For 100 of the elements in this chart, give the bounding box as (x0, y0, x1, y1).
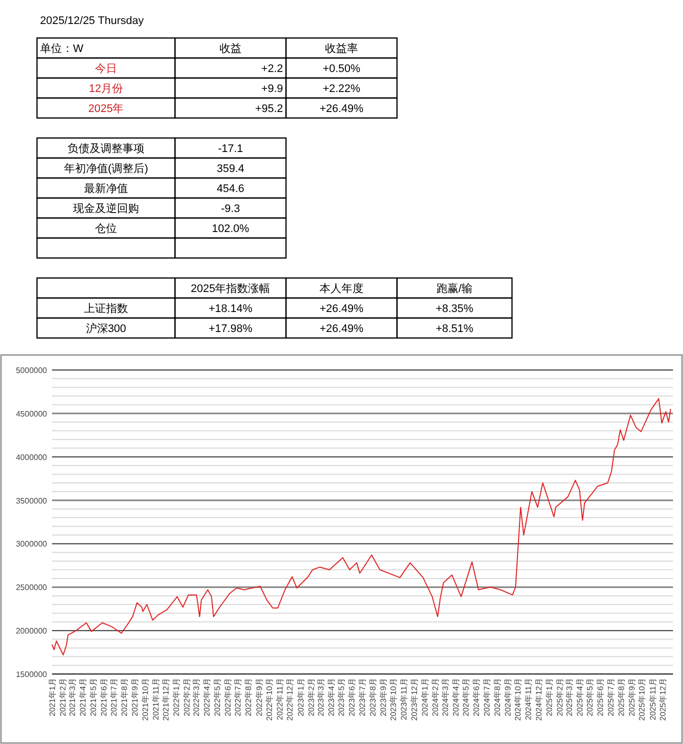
text: 359.4 (216, 163, 244, 175)
x-tick-label: 2021年9月 (130, 678, 140, 716)
x-tick-label: 2021年8月 (120, 678, 130, 716)
x-tick-label: 2025年7月 (606, 678, 616, 716)
x-tick-label: 2024年10月 (514, 678, 523, 721)
x-tick-label: 2021年12月 (162, 678, 171, 721)
text: 最新净值 (84, 182, 128, 195)
text: 跑赢/输 (436, 282, 473, 295)
x-tick-label: 2023年8月 (368, 678, 378, 716)
x-tick-label: 2022年3月 (192, 678, 202, 716)
x-tick-label: 2025年12月 (658, 678, 668, 721)
text: 负债及调整事项 (68, 142, 144, 155)
x-tick-label: 2023年5月 (337, 678, 346, 716)
text: 收益 (220, 43, 242, 55)
text: 年初净值(调整后) (64, 162, 148, 175)
x-tick-label: 2022年2月 (182, 678, 192, 716)
text: +26.49% (320, 103, 364, 115)
text: +8.51% (436, 323, 474, 335)
x-tick-label: 2023年6月 (348, 678, 357, 716)
text: 2025年指数涨幅 (190, 283, 270, 295)
x-tick-label: 2022年11月 (276, 678, 285, 720)
x-tick-label: 2024年4月 (451, 678, 460, 716)
x-tick-label: 2024年5月 (462, 678, 471, 716)
text: +2.22% (322, 83, 361, 95)
x-tick-label: 2022年10月 (264, 678, 274, 721)
x-tick-label: 2023年11月 (400, 678, 409, 720)
text: 本人年度 (320, 282, 364, 295)
y-tick-label: 5000000 (16, 366, 48, 375)
text: -17.1 (218, 143, 244, 155)
text: 单位：W (40, 42, 84, 55)
y-tick-label: 2500000 (16, 583, 48, 592)
y-tick-label: 2000000 (16, 626, 48, 636)
x-tick-label: 2023年1月 (296, 678, 306, 716)
x-tick-label: 2021年1月 (48, 678, 57, 716)
text: +26.49% (320, 323, 364, 335)
x-tick-label: 2022年7月 (234, 678, 243, 716)
x-tick-label: 2025年1月 (544, 678, 554, 716)
x-tick-label: 2023年2月 (306, 678, 316, 716)
x-tick-label: 2022年4月 (202, 678, 212, 716)
text: 12月份 (88, 83, 124, 95)
text: 现金及逆回购 (73, 202, 139, 215)
x-tick-label: 2022年12月 (286, 678, 295, 721)
y-tick-label: 3000000 (16, 540, 48, 549)
x-tick-label: 2021年4月 (78, 678, 88, 716)
x-tick-label: 2024年11月 (524, 678, 534, 720)
x-tick-label: 2021年11月 (151, 678, 160, 720)
text: 仓位 (95, 223, 117, 235)
text: +9.9 (261, 83, 283, 95)
x-tick-label: 2025年4月 (575, 678, 584, 716)
x-tick-label: 2022年1月 (172, 678, 182, 716)
x-tick-label: 2021年7月 (110, 678, 119, 716)
x-tick-label: 2022年6月 (223, 678, 232, 716)
x-tick-label: 2021年10月 (140, 678, 150, 721)
x-tick-label: 2025年11月 (648, 678, 658, 720)
text: +95.2 (255, 103, 283, 115)
x-tick-label: 2025年9月 (628, 678, 637, 716)
x-tick-label: 2024年6月 (472, 678, 482, 716)
text: 收益率 (325, 42, 358, 55)
y-tick-label: 3500000 (16, 496, 48, 506)
text: 454.6 (216, 183, 244, 195)
x-tick-label: 2025年2月 (555, 678, 564, 716)
x-tick-label: 2022年9月 (254, 678, 264, 716)
x-tick-label: 2025年8月 (616, 678, 626, 716)
x-tick-label: 2024年8月 (492, 678, 502, 716)
x-tick-label: 2025年3月 (564, 678, 574, 716)
x-tick-label: 2023年4月 (326, 678, 336, 716)
x-tick-label: 2024年9月 (503, 678, 512, 716)
text: +26.49% (320, 303, 364, 315)
y-tick-label: 4000000 (16, 452, 48, 462)
text: 上证指数 (84, 302, 128, 315)
x-tick-label: 2024年7月 (482, 678, 492, 716)
x-tick-label: 2021年6月 (99, 678, 108, 716)
x-tick-label: 2025年10月 (638, 678, 647, 721)
text: +2.2 (261, 63, 283, 75)
x-tick-label: 2024年2月 (430, 678, 440, 716)
x-tick-label: 2023年9月 (378, 678, 388, 716)
text: 沪深300 (86, 322, 126, 335)
x-tick-label: 2021年2月 (58, 678, 68, 716)
text: +17.98% (208, 323, 253, 335)
x-tick-label: 2021年5月 (88, 678, 98, 716)
text: +8.35% (436, 303, 474, 315)
x-tick-label: 2022年5月 (212, 678, 222, 716)
x-tick-label: 2024年12月 (534, 678, 544, 721)
x-tick-label: 2023年12月 (410, 678, 419, 721)
x-tick-label: 2023年3月 (316, 678, 326, 716)
text: +18.14% (208, 303, 253, 315)
text: -9.3 (221, 203, 240, 215)
x-tick-label: 2022年8月 (244, 678, 254, 716)
x-tick-label: 2025年5月 (586, 678, 595, 716)
x-tick-label: 2024年3月 (440, 678, 450, 716)
y-tick-label: 4500000 (16, 409, 48, 418)
x-tick-label: 2023年10月 (389, 678, 398, 721)
x-tick-label: 2025年6月 (596, 678, 606, 716)
text: 2025/12/25 Thursday (40, 15, 144, 27)
text: 今日 (95, 63, 117, 75)
x-tick-label: 2021年3月 (68, 678, 78, 716)
x-tick-label: 2023年7月 (358, 678, 367, 716)
text: 2025年 (88, 103, 124, 115)
y-tick-label: 1500000 (16, 670, 48, 679)
text: +0.50% (322, 63, 361, 75)
